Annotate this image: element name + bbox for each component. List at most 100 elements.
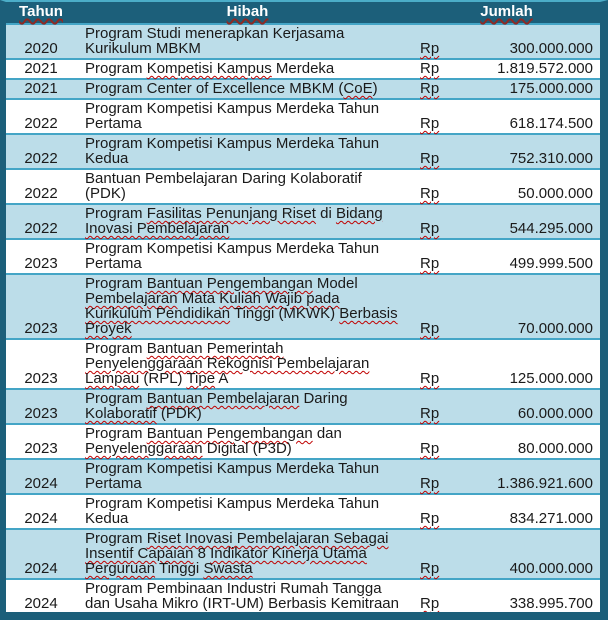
- currency-label: Rp: [420, 220, 440, 237]
- hibah-text-line: Insentif Capaian 8 Indikator Kinerja Uta…: [85, 546, 410, 561]
- hibah-text-line: dan Usaha Mikro (IRT-UM) Berbasis Kemitr…: [85, 596, 410, 611]
- hibah-text-segment: Indikator Kinerja Utama: [210, 545, 367, 562]
- hibah-text-segment: di: [315, 205, 336, 222]
- hibah-text-line: Pembelajaran Mata Kuliah Wajib pada: [85, 291, 410, 306]
- hibah-text-segment: Pertama: [85, 475, 142, 492]
- hibah-cell: Program Kompetisi Kampus Merdeka Tahun Pe…: [76, 241, 410, 271]
- hibah-text-line: Kedua: [85, 151, 410, 166]
- currency-label: Rp: [420, 440, 440, 457]
- hibah-text-segment: Program: [85, 60, 147, 77]
- hibah-text-line: Program Studi menerapkan Kerjasama: [85, 26, 410, 41]
- hibah-text-segment: Bidang: [335, 205, 383, 222]
- hibah-text-segment: Program: [85, 275, 147, 292]
- hibah-text-line: Perguruan Tinggi Swasta: [85, 561, 410, 576]
- jumlah-cell: Rp 544.295.000: [410, 221, 600, 236]
- hibah-text-segment: Model: [312, 275, 358, 292]
- hibah-text-segment: (PDK): [85, 185, 126, 202]
- jumlah-cell: Rp 499.999.500: [410, 256, 600, 271]
- currency-label: Rp: [420, 60, 440, 77]
- hibah-cell: Program Bantuan Pembelajaran Daring Kolab…: [76, 391, 410, 421]
- hibah-text-line: Bantuan Pembelajaran Daring Kolaboratif: [85, 171, 410, 186]
- table-row: 2023 Program Bantuan Pembelajaran Daring…: [6, 390, 600, 425]
- currency-label: Rp: [420, 150, 440, 167]
- hibah-text-segment: Program Kompetisi Kampus Merdeka Tahun: [85, 135, 380, 152]
- hibah-text-line: Inovasi Pembelajaran: [85, 221, 410, 236]
- hibah-text-line: Program Kompetisi Kampus Merdeka Tahun: [85, 241, 410, 256]
- amount-cell: 1.819.572.000: [497, 60, 593, 77]
- year-cell: 2024: [24, 560, 58, 577]
- hibah-text-segment: Kompetisi Kampus: [146, 60, 272, 77]
- hibah-text-segment: Program: [85, 340, 147, 357]
- header-cell-tahun: Tahun: [6, 4, 76, 19]
- header-label-tahun: Tahun: [19, 3, 63, 20]
- amount-cell: 544.295.000: [509, 220, 593, 237]
- hibah-cell: Program Kompetisi Kampus Merdeka Tahun Pe…: [76, 461, 410, 491]
- hibah-text-line: Kolaboratif (PDK): [85, 406, 410, 421]
- hibah-text-segment: Program Center of Excellence MBKM (: [85, 80, 344, 97]
- hibah-text-segment: CoE: [343, 80, 373, 97]
- currency-label: Rp: [420, 255, 440, 272]
- amount-cell: 338.995.700: [509, 595, 593, 612]
- year-cell: 2022: [24, 185, 58, 202]
- hibah-text-segment: Riset Inovasi Pembelajaran Sebagai: [146, 530, 389, 547]
- hibah-text-line: Pertama: [85, 256, 410, 271]
- hibah-cell: Program Pembinaan Industri Rumah Tangga d…: [76, 581, 410, 611]
- year-cell: 2024: [24, 510, 58, 527]
- jumlah-cell: Rp 175.000.000: [410, 81, 600, 96]
- table-row: 2022 Program Kompetisi Kampus Merdeka Ta…: [6, 135, 600, 170]
- year-cell: 2023: [24, 405, 58, 422]
- hibah-text-segment: Bantuan Pengembangan: [146, 275, 313, 292]
- jumlah-cell: Rp 618.174.500: [410, 116, 600, 131]
- hibah-text-line: Proyek: [85, 321, 410, 336]
- jumlah-cell: Rp 80.000.000: [410, 441, 600, 456]
- hibah-text-line: Pertama: [85, 476, 410, 491]
- hibah-text-segment: Proyek: [85, 320, 132, 337]
- hibah-text-segment: Program Kompetisi Kampus Merdeka Tahun: [85, 100, 380, 117]
- currency-label: Rp: [420, 560, 440, 577]
- year-cell: 2024: [24, 475, 58, 492]
- header-cell-hibah: Hibah: [76, 4, 410, 19]
- hibah-text-segment: Penyelenggaraan: [85, 440, 203, 457]
- jumlah-cell: Rp 338.995.700: [410, 596, 600, 611]
- hibah-text-segment: Kurikulum MBKM: [85, 40, 201, 57]
- table-row: 2023 Program Bantuan Pengembangan dan Pen…: [6, 425, 600, 460]
- currency-label: Rp: [420, 475, 440, 492]
- hibah-text-line: Program Kompetisi Kampus Merdeka Tahun: [85, 101, 410, 116]
- currency-label: Rp: [420, 370, 440, 387]
- hibah-cell: Program Center of Excellence MBKM (CoE): [76, 81, 410, 96]
- currency-label: Rp: [420, 510, 440, 527]
- hibah-text-segment: Kuliah Wajib pada: [219, 290, 340, 307]
- table-row: 2021 Program Center of Excellence MBKM (…: [6, 80, 600, 100]
- hibah-cell: Program Kompetisi Kampus Merdeka Tahun Pe…: [76, 101, 410, 131]
- hibah-text-segment: 8: [193, 545, 211, 562]
- hibah-text-segment: Program Studi menerapkan Kerjasama: [85, 25, 345, 42]
- amount-cell: 125.000.000: [509, 370, 593, 387]
- jumlah-cell: Rp 300.000.000: [410, 41, 600, 56]
- hibah-text-segment: Berbasis: [339, 305, 398, 322]
- hibah-text-segment: Bantuan Pemerintah: [146, 340, 284, 357]
- hibah-text-segment: (PDK): [156, 405, 202, 422]
- hibah-text-segment: ): [372, 80, 378, 97]
- amount-cell: 752.310.000: [509, 150, 593, 167]
- hibah-text-segment: Pembelajaran: [85, 290, 178, 307]
- hibah-text-line: Program Bantuan Pengembangan Model: [85, 276, 410, 291]
- hibah-text-line: Program Fasilitas Penunjang Riset di Bid…: [85, 206, 410, 221]
- header-label-jumlah: Jumlah: [480, 3, 533, 20]
- hibah-text-segment: dan: [312, 425, 342, 442]
- hibah-text-line: Program Bantuan Pemerintah: [85, 341, 410, 356]
- header-cell-jumlah: Jumlah: [410, 4, 600, 19]
- currency-label: Rp: [420, 185, 440, 202]
- hibah-cell: Program Riset Inovasi Pembelajaran Sebag…: [76, 531, 410, 576]
- hibah-text-line: Program Center of Excellence MBKM (CoE): [85, 81, 410, 96]
- hibah-cell: Bantuan Pembelajaran Daring Kolaboratif(…: [76, 171, 410, 201]
- amount-cell: 834.271.000: [509, 510, 593, 527]
- table-body: 2020 Program Studi menerapkan Kerjasama K…: [6, 25, 600, 612]
- hibah-text-segment: Program: [85, 205, 147, 222]
- hibah-text-segment: Swasta: [203, 560, 253, 577]
- hibah-cell: Program Bantuan Pengembangan dan Penyelen…: [76, 426, 410, 456]
- hibah-cell: Program Bantuan Pengembangan Model Pembel…: [76, 276, 410, 336]
- hibah-text-segment: Digital (P3D): [202, 440, 292, 457]
- hibah-text-segment: Bantuan Pembelajaran: [146, 390, 300, 407]
- hibah-text-segment: Penyelenggaraan Rekognisi Pembelajaran: [85, 355, 370, 372]
